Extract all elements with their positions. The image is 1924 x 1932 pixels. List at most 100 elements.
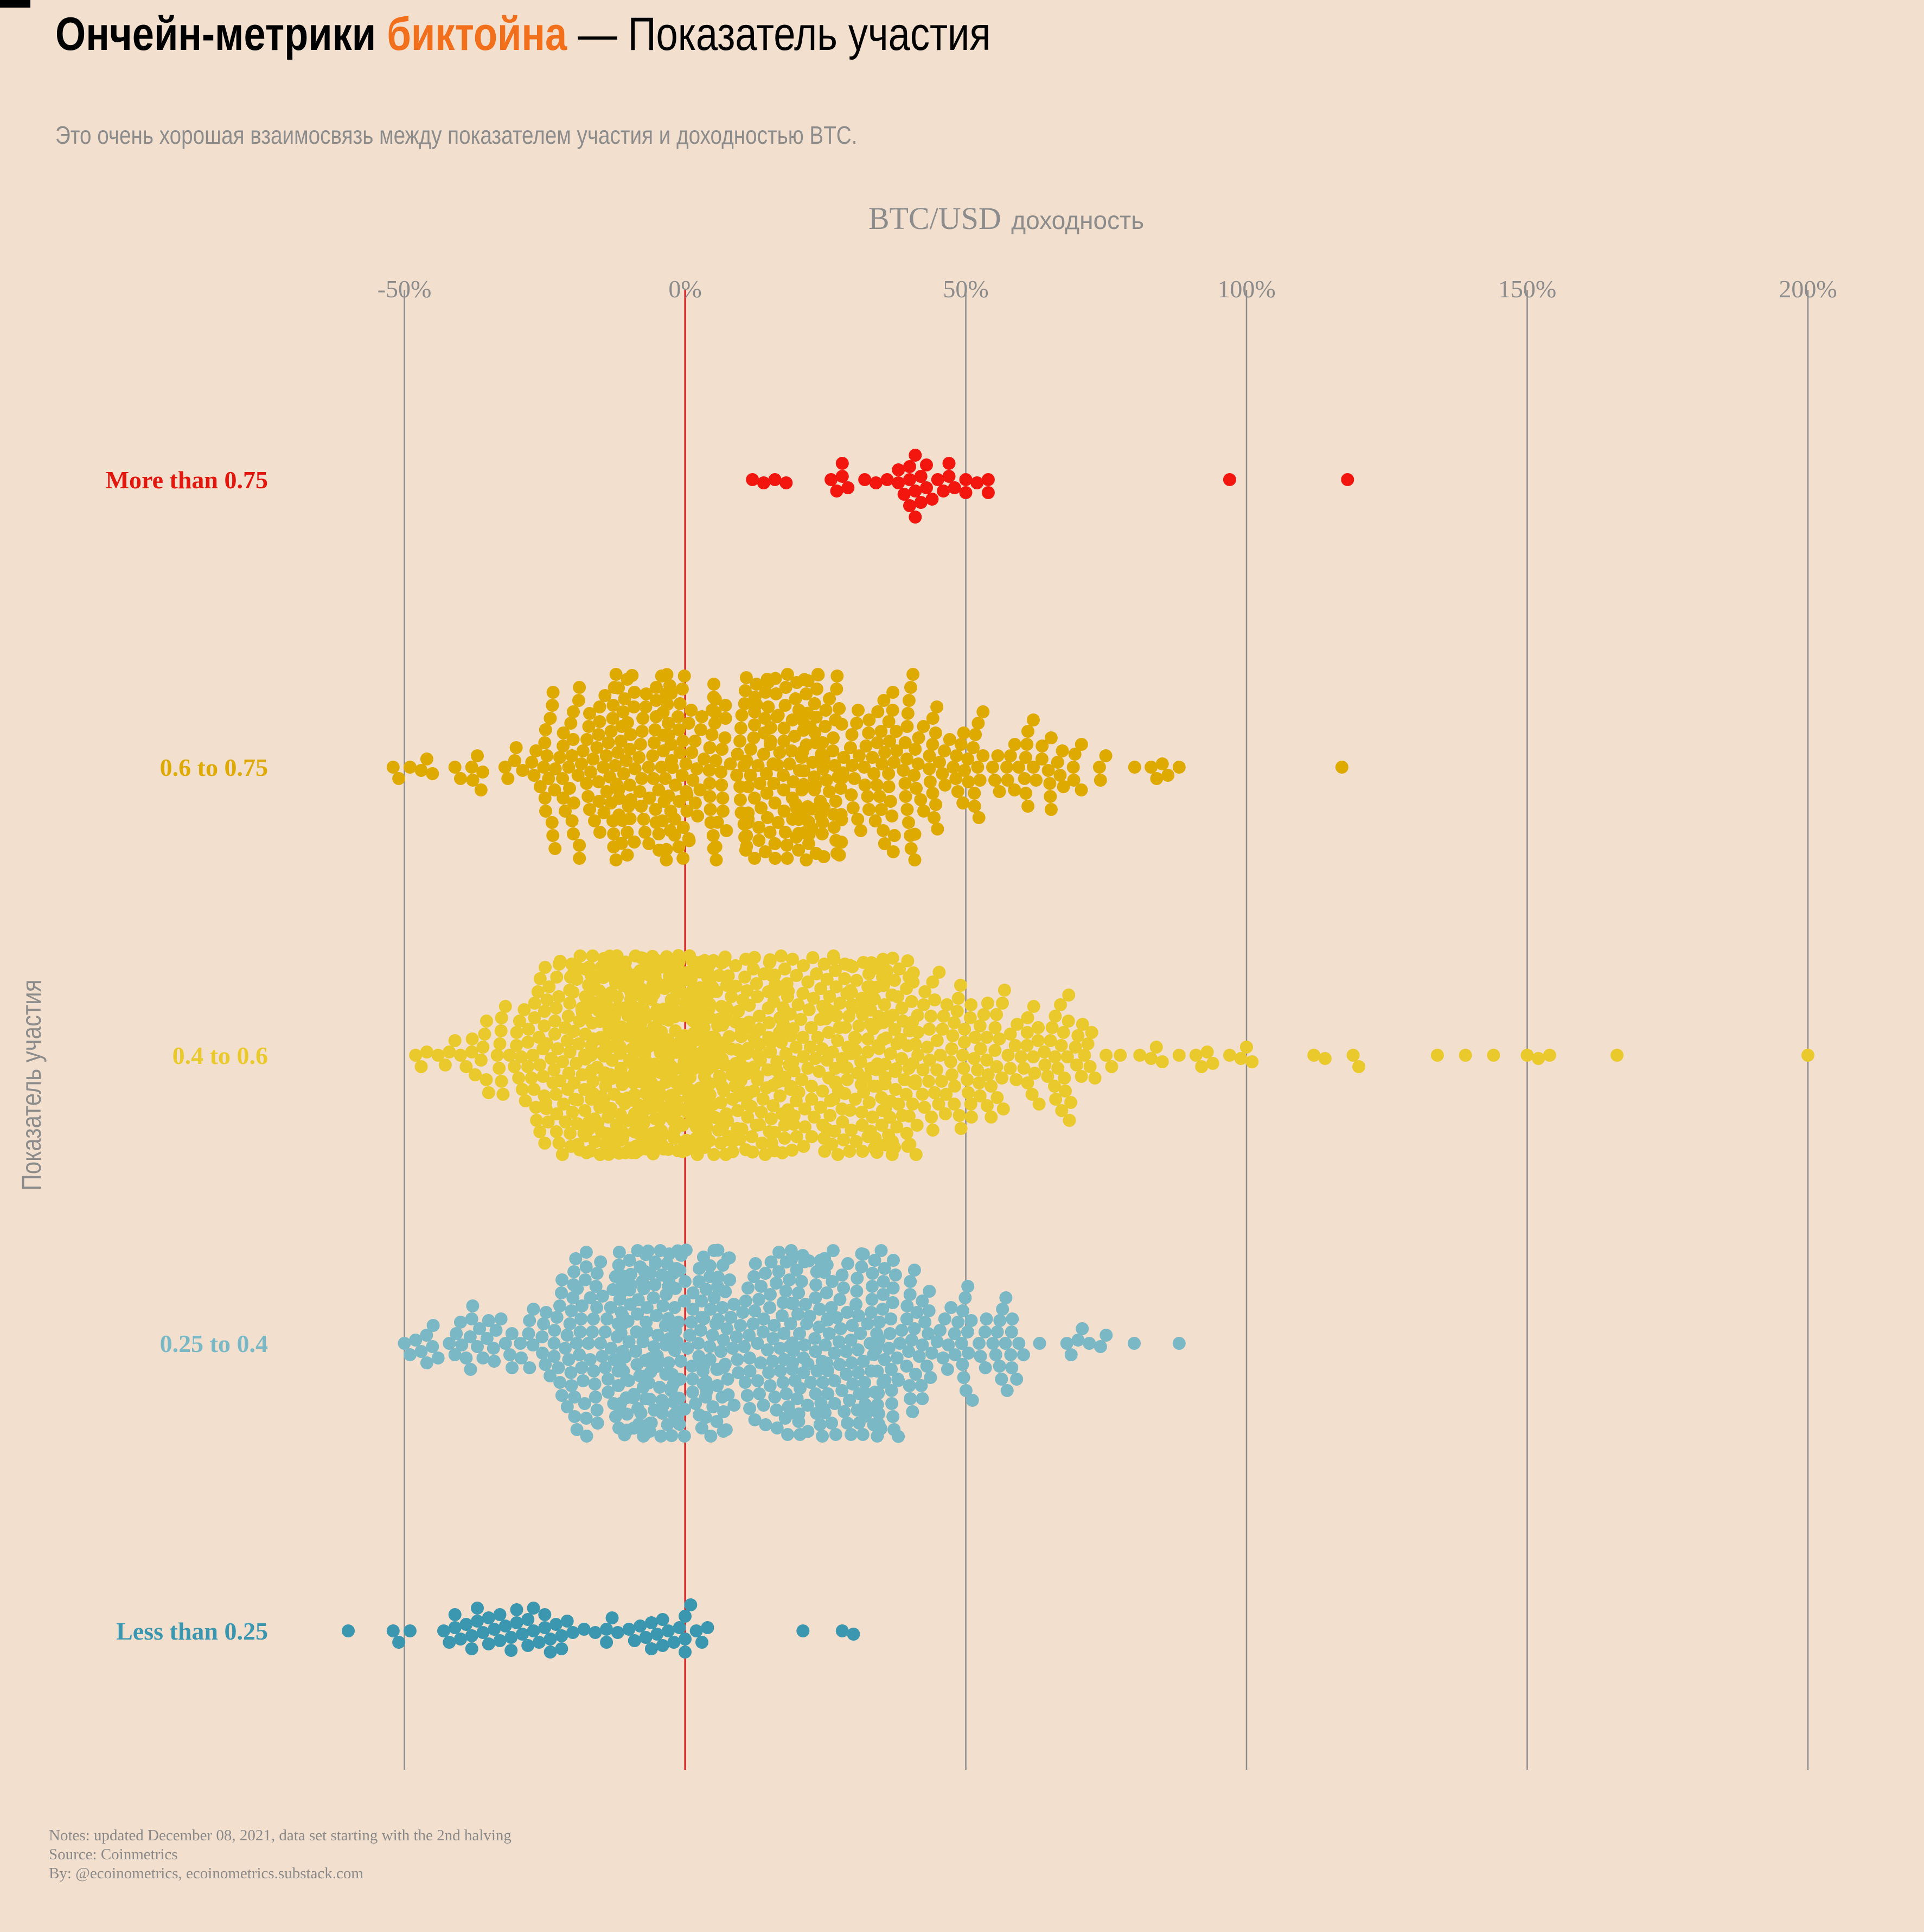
data-point bbox=[732, 1366, 745, 1379]
data-point bbox=[536, 1347, 549, 1360]
data-point bbox=[796, 1624, 810, 1637]
data-point bbox=[836, 766, 849, 780]
data-point bbox=[911, 757, 925, 770]
data-point bbox=[816, 1376, 829, 1389]
data-point bbox=[631, 1308, 644, 1321]
data-point bbox=[426, 767, 439, 780]
data-point bbox=[575, 1299, 589, 1312]
data-point bbox=[1032, 1098, 1046, 1111]
data-point bbox=[957, 1036, 971, 1049]
data-point bbox=[668, 1301, 681, 1314]
data-point bbox=[746, 962, 760, 975]
data-point bbox=[544, 1646, 557, 1659]
data-point bbox=[1150, 772, 1164, 785]
data-point bbox=[871, 736, 884, 749]
data-point bbox=[476, 766, 489, 779]
data-point bbox=[714, 1345, 727, 1358]
data-point bbox=[706, 1400, 720, 1413]
data-point bbox=[476, 1626, 490, 1639]
data-point bbox=[676, 852, 690, 865]
data-point bbox=[527, 1083, 541, 1096]
title-accent: биктойна bbox=[387, 8, 567, 60]
data-point bbox=[1064, 1096, 1077, 1109]
data-point bbox=[956, 796, 970, 809]
data-point bbox=[710, 985, 724, 998]
data-point bbox=[764, 734, 777, 748]
data-point bbox=[426, 1319, 440, 1332]
data-point bbox=[583, 803, 596, 816]
data-point bbox=[928, 993, 942, 1006]
data-point bbox=[552, 1361, 565, 1374]
data-point bbox=[616, 705, 630, 718]
data-point bbox=[892, 463, 905, 476]
data-point bbox=[798, 1102, 811, 1115]
data-point bbox=[787, 1109, 801, 1123]
data-point bbox=[954, 1122, 968, 1135]
data-point bbox=[831, 1148, 845, 1161]
data-point bbox=[866, 1111, 879, 1124]
data-point bbox=[501, 772, 515, 785]
data-point bbox=[653, 1086, 666, 1100]
data-point bbox=[810, 1364, 824, 1378]
data-point bbox=[727, 1298, 740, 1311]
data-point bbox=[858, 779, 872, 792]
data-point bbox=[637, 813, 650, 826]
data-point bbox=[971, 761, 985, 774]
data-point bbox=[678, 1402, 691, 1416]
data-point bbox=[735, 709, 749, 722]
data-point bbox=[509, 741, 523, 754]
data-point bbox=[999, 1337, 1012, 1350]
data-point bbox=[740, 1389, 754, 1402]
data-point bbox=[830, 484, 843, 498]
data-point bbox=[991, 749, 1005, 762]
data-point bbox=[942, 470, 956, 483]
data-point bbox=[707, 1148, 721, 1161]
data-point bbox=[923, 749, 936, 762]
data-point bbox=[923, 1054, 936, 1067]
data-point bbox=[420, 1356, 433, 1369]
data-point bbox=[544, 712, 557, 725]
data-point bbox=[639, 1011, 653, 1024]
data-point bbox=[675, 683, 689, 696]
data-point bbox=[733, 793, 747, 806]
data-point bbox=[612, 1246, 626, 1259]
data-point bbox=[806, 951, 820, 964]
data-point bbox=[628, 762, 642, 775]
data-point bbox=[703, 1340, 717, 1353]
data-point bbox=[833, 1358, 846, 1371]
data-point bbox=[712, 1270, 725, 1284]
data-point bbox=[1018, 772, 1031, 785]
data-point bbox=[811, 1031, 824, 1044]
data-point bbox=[1009, 1073, 1023, 1086]
data-point bbox=[624, 1278, 638, 1292]
data-point bbox=[674, 1355, 688, 1368]
data-point bbox=[556, 772, 570, 785]
data-point bbox=[1532, 1052, 1545, 1065]
data-point bbox=[993, 1314, 1007, 1327]
data-point bbox=[723, 1030, 736, 1043]
data-point bbox=[945, 1042, 958, 1055]
data-point bbox=[704, 1430, 718, 1443]
data-point bbox=[852, 1019, 866, 1032]
data-point bbox=[931, 473, 944, 486]
data-point bbox=[598, 689, 612, 702]
data-point bbox=[867, 992, 881, 1006]
data-point bbox=[593, 700, 606, 713]
data-point bbox=[634, 738, 647, 751]
data-point bbox=[679, 757, 693, 770]
data-point bbox=[1206, 1057, 1219, 1070]
data-point bbox=[487, 1342, 500, 1355]
data-point bbox=[739, 671, 753, 684]
data-point bbox=[757, 476, 770, 489]
data-point bbox=[748, 1413, 762, 1426]
data-point bbox=[573, 949, 587, 962]
data-point bbox=[862, 726, 875, 739]
data-point bbox=[912, 731, 925, 744]
data-point bbox=[641, 1244, 655, 1258]
data-point bbox=[926, 787, 939, 800]
data-point bbox=[742, 1042, 755, 1055]
data-point bbox=[856, 1355, 870, 1368]
data-point bbox=[917, 998, 930, 1011]
data-point bbox=[514, 1337, 527, 1350]
data-point bbox=[750, 977, 763, 990]
